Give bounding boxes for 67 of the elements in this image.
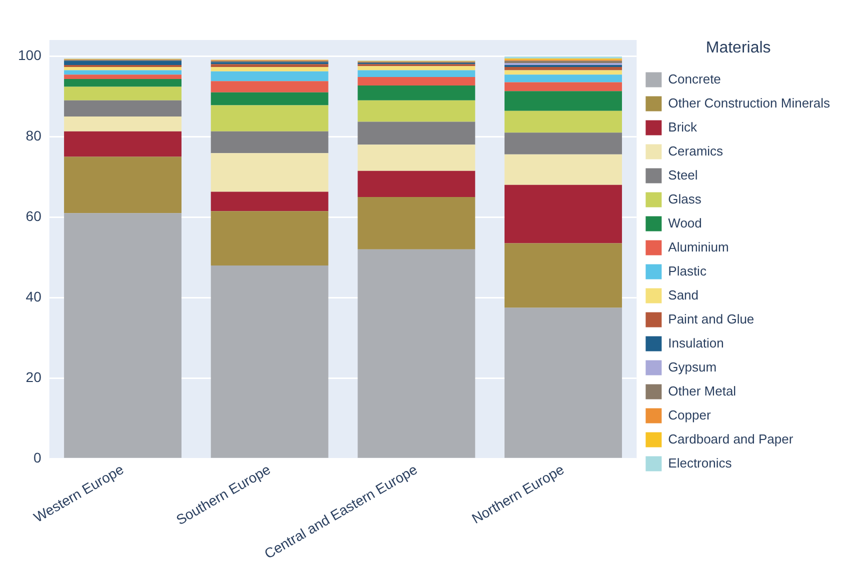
bar	[210, 64, 328, 67]
bar	[358, 170, 476, 198]
bar	[358, 66, 476, 70]
bar	[504, 308, 622, 458]
bar	[210, 81, 328, 92]
bar	[210, 66, 328, 72]
bar	[358, 144, 476, 171]
bar	[504, 243, 622, 308]
legend-label: Electronics	[668, 455, 732, 470]
bar	[504, 70, 622, 75]
bar	[64, 116, 182, 132]
legend-label: Gypsum	[668, 359, 717, 374]
legend-label: Steel	[668, 167, 698, 182]
bar	[504, 184, 622, 244]
bar	[64, 100, 182, 116]
y-tick-label: 0	[34, 450, 42, 466]
legend-label: Concrete	[668, 71, 721, 86]
legend-label: Glass	[668, 191, 702, 206]
legend-label: Other Metal	[668, 383, 736, 398]
bar	[210, 131, 328, 154]
legend-label: Cardboard and Paper	[668, 431, 794, 446]
bar	[358, 122, 476, 145]
legend-label: Paint and Glue	[668, 311, 754, 326]
bar	[64, 70, 182, 75]
bar	[64, 60, 182, 65]
y-tick-label: 100	[18, 46, 42, 63]
y-tick-label: 40	[26, 288, 42, 305]
legend-label: Insulation	[668, 335, 724, 350]
bar	[358, 85, 476, 100]
y-tick-label: 80	[26, 127, 42, 144]
legend-label: Plastic	[668, 263, 707, 278]
legend-title: Materials	[706, 39, 771, 56]
bar	[64, 86, 182, 100]
bar	[210, 265, 328, 458]
bar	[504, 91, 622, 111]
legend-label: Aluminium	[668, 239, 729, 254]
bar	[210, 192, 328, 212]
bar	[358, 100, 476, 122]
bar	[64, 74, 182, 80]
bar	[64, 213, 182, 458]
bar	[210, 211, 328, 266]
y-tick-label: 60	[26, 208, 42, 224]
bar	[64, 131, 182, 157]
bar	[504, 154, 622, 185]
legend-label: Other Construction Minerals	[668, 95, 830, 110]
bar	[358, 77, 476, 86]
y-tick-label: 20	[26, 369, 42, 386]
bar	[64, 66, 182, 70]
legend-label: Ceramics	[668, 143, 724, 158]
bar	[504, 82, 622, 92]
legend-label: Brick	[668, 119, 698, 134]
bar	[358, 197, 476, 250]
bar	[64, 79, 182, 87]
legend-label: Sand	[668, 287, 699, 302]
bar	[358, 70, 476, 78]
bar	[504, 66, 622, 70]
bar	[504, 74, 622, 82]
bar	[210, 105, 328, 132]
bar	[64, 156, 182, 214]
bar	[210, 153, 328, 192]
legend-label: Copper	[668, 407, 712, 422]
bar	[504, 110, 622, 133]
bar	[504, 132, 622, 154]
bar	[358, 249, 476, 458]
bar	[210, 71, 328, 82]
bar	[210, 92, 328, 106]
legend-label: Wood	[668, 215, 702, 230]
